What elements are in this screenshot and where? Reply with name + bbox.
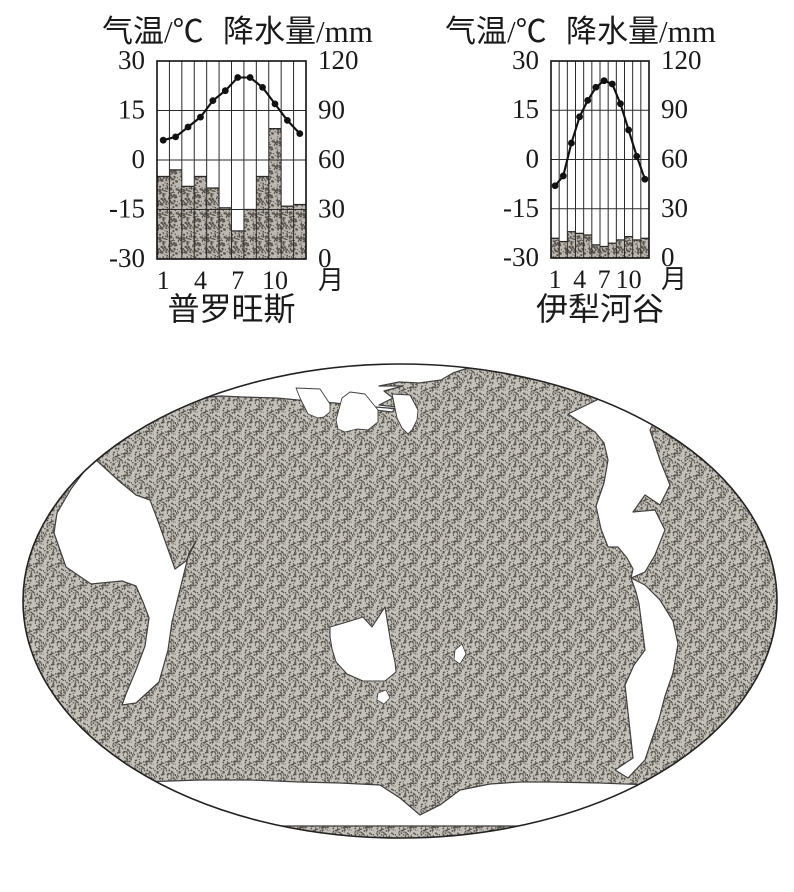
- svg-text:-15: -15: [109, 194, 145, 224]
- svg-text:月: 月: [661, 265, 687, 294]
- svg-text:7: 7: [598, 265, 611, 294]
- svg-text:月: 月: [318, 266, 344, 295]
- svg-text:-30: -30: [109, 243, 145, 273]
- svg-text:-30: -30: [503, 242, 539, 272]
- svg-text:120: 120: [661, 45, 702, 75]
- svg-text:4: 4: [573, 265, 586, 294]
- svg-text:15: 15: [118, 95, 145, 125]
- svg-text:30: 30: [661, 193, 688, 223]
- svg-text:0: 0: [132, 144, 146, 174]
- svg-text:90: 90: [661, 94, 688, 124]
- svg-text:1: 1: [549, 265, 562, 294]
- svg-text:30: 30: [118, 45, 145, 75]
- svg-text:30: 30: [318, 194, 345, 224]
- svg-text:气温/℃: 气温/℃: [445, 14, 547, 49]
- svg-text:120: 120: [318, 45, 359, 75]
- svg-text:0: 0: [526, 144, 540, 174]
- svg-text:60: 60: [318, 144, 345, 174]
- svg-text:10: 10: [616, 265, 642, 294]
- svg-text:15: 15: [512, 94, 539, 124]
- svg-text:气温/℃: 气温/℃: [102, 14, 204, 49]
- svg-text:-15: -15: [503, 193, 539, 223]
- svg-text:降水量/mm: 降水量/mm: [566, 14, 716, 49]
- svg-text:30: 30: [512, 45, 539, 75]
- svg-text:降水量/mm: 降水量/mm: [223, 14, 373, 49]
- svg-text:普罗旺斯: 普罗旺斯: [167, 291, 295, 327]
- svg-text:伊犁河谷: 伊犁河谷: [536, 291, 664, 327]
- svg-text:60: 60: [661, 144, 688, 174]
- svg-text:90: 90: [318, 95, 345, 125]
